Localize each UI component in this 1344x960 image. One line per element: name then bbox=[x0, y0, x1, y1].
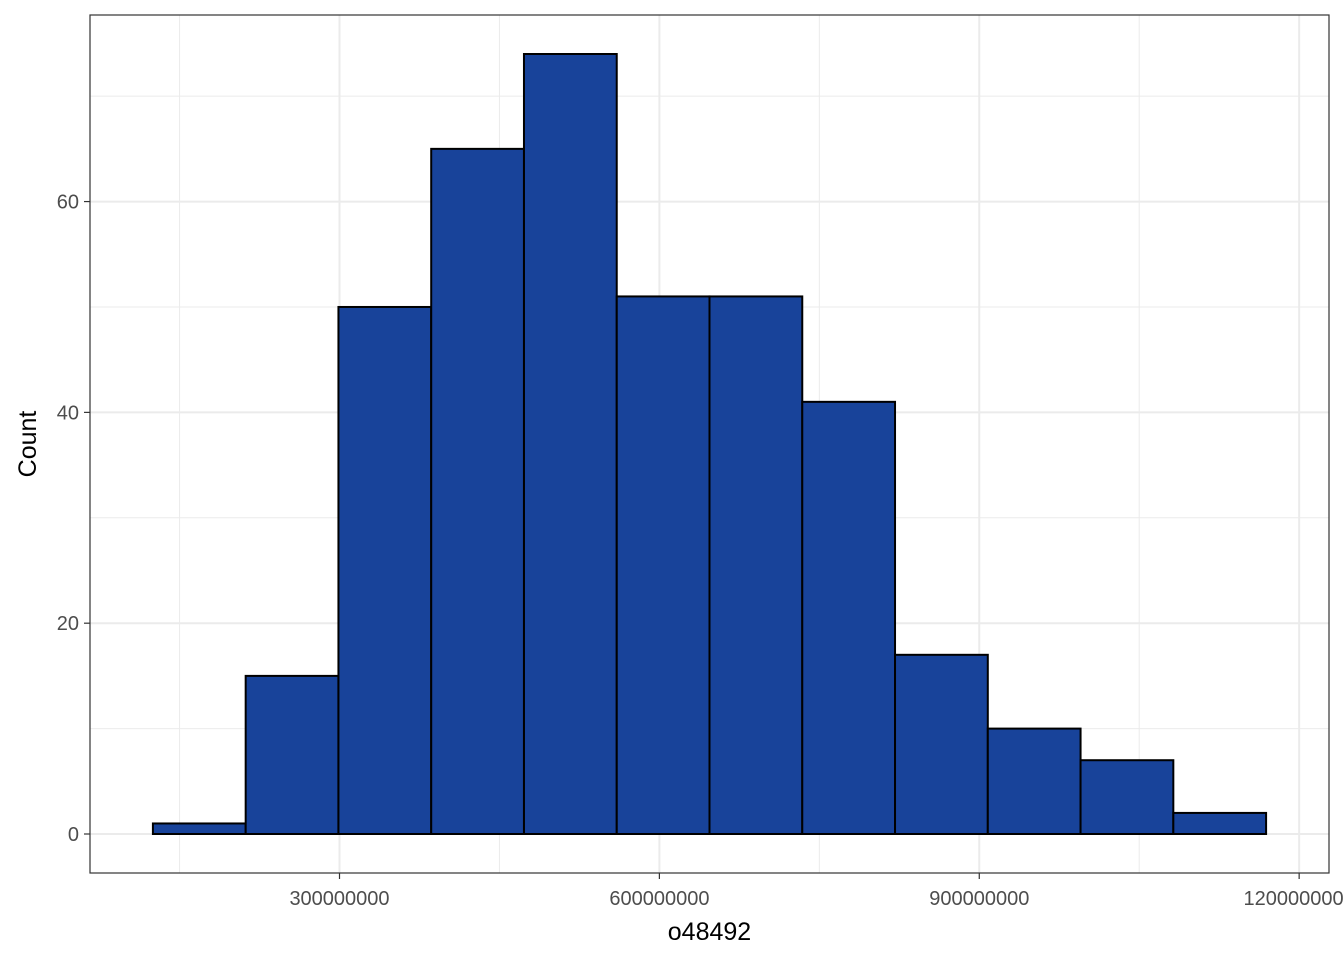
histogram-bar bbox=[615, 295, 711, 835]
axis-ticks bbox=[84, 200, 1300, 879]
histogram-bar bbox=[244, 674, 340, 836]
x-tick-label: 600000000 bbox=[609, 888, 709, 910]
y-tick-label: 0 bbox=[68, 824, 79, 846]
histogram-bar bbox=[894, 653, 989, 835]
histogram-bar bbox=[1079, 759, 1175, 835]
y-tick-label: 40 bbox=[57, 402, 79, 424]
y-axis-title: Count bbox=[14, 411, 42, 478]
x-tick-label: 1200000000 bbox=[1244, 888, 1344, 910]
histogram-bar bbox=[522, 53, 618, 835]
histogram-bar bbox=[986, 727, 1082, 836]
x-axis-title: o48492 bbox=[668, 918, 751, 946]
x-axis-tick-labels: 300000000 600000000 900000000 1200000000 bbox=[289, 888, 1344, 910]
histogram-bar bbox=[151, 822, 247, 836]
y-tick-label: 20 bbox=[57, 613, 79, 635]
histogram-bar bbox=[708, 295, 804, 835]
x-tick-label: 900000000 bbox=[929, 888, 1029, 910]
panel-border bbox=[89, 14, 1330, 874]
histogram-bar bbox=[430, 147, 525, 835]
y-tick-label: 60 bbox=[57, 192, 79, 214]
histogram-bar bbox=[801, 400, 897, 835]
histogram-bars bbox=[151, 53, 1268, 836]
histogram-bar bbox=[1172, 811, 1268, 836]
x-tick-label: 300000000 bbox=[289, 888, 389, 910]
histogram-bar bbox=[337, 305, 433, 835]
y-axis-tick-labels: 0 20 40 60 bbox=[57, 192, 79, 846]
